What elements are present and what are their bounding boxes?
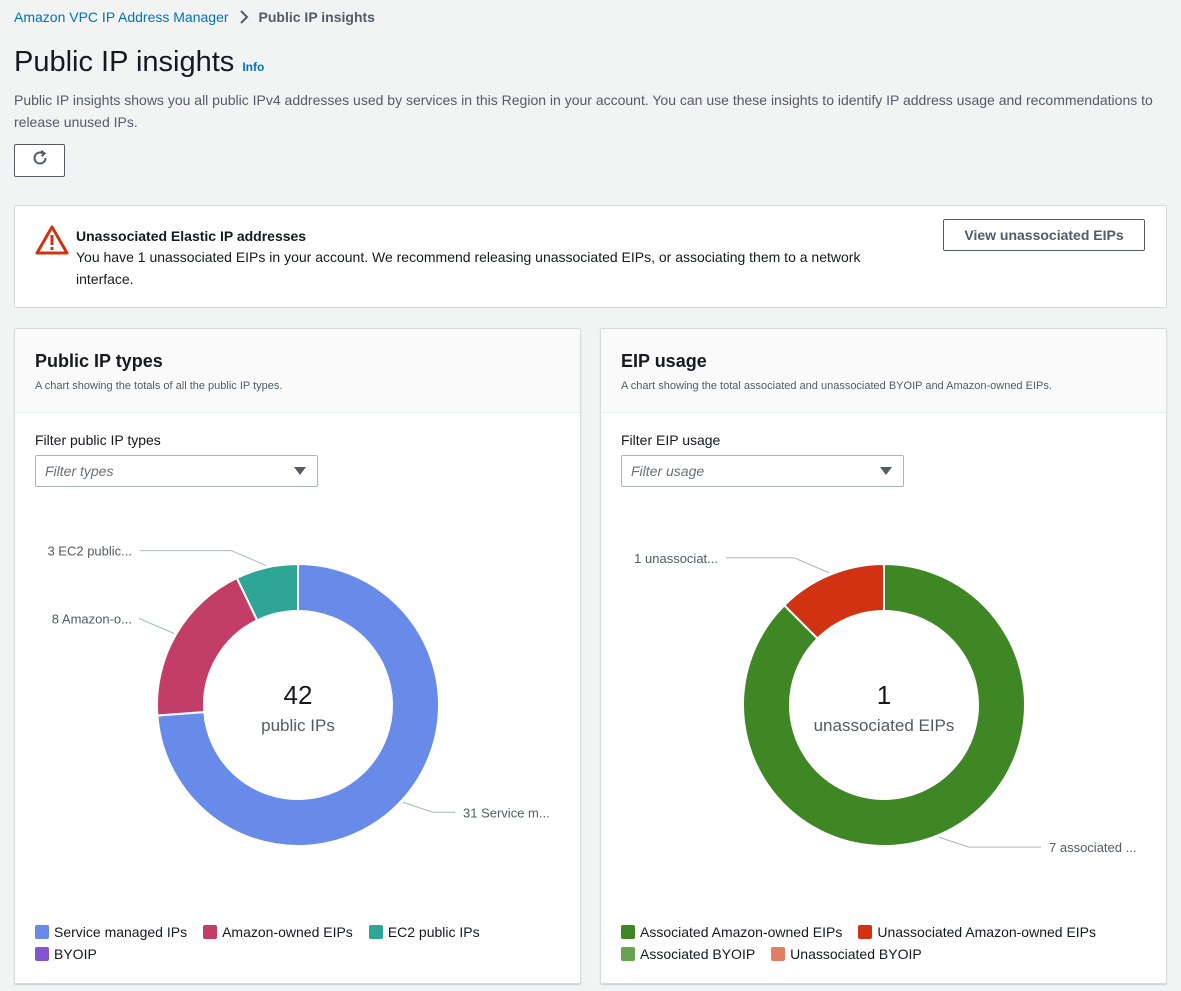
filter-types-select[interactable]: Filter types bbox=[35, 455, 318, 487]
filter-usage-select[interactable]: Filter usage bbox=[621, 455, 904, 487]
breadcrumb-current: Public IP insights bbox=[258, 9, 375, 25]
legend-swatch bbox=[771, 947, 786, 961]
view-unassociated-eips-button[interactable]: View unassociated EIPs bbox=[943, 219, 1145, 251]
refresh-icon bbox=[31, 149, 49, 172]
legend-label: Unassociated Amazon-owned EIPs bbox=[877, 924, 1097, 940]
panel-subtitle: A chart showing the total associated and… bbox=[621, 380, 1052, 392]
public-ip-types-donut-chart: 31 Service m... 8 Amazon-o... 3 EC2 public… bbox=[47, 544, 550, 847]
legend-item-byoip[interactable]: BYOIP bbox=[35, 943, 97, 965]
slice-label-associated-amazon-owned-eips: 7 associated ... bbox=[1049, 840, 1136, 855]
caret-down-icon bbox=[880, 467, 892, 475]
donut-center-label: public IPs bbox=[261, 716, 335, 735]
breadcrumb: Amazon VPC IP Address Manager Public IP … bbox=[14, 8, 375, 26]
eip-usage-donut-chart: 7 associated ... 1 unassociat... 1 unasso… bbox=[634, 551, 1136, 855]
legend-item-associated-amazon-owned-eips[interactable]: Associated Amazon-owned EIPs bbox=[621, 921, 842, 943]
page-title: Public IP insights bbox=[14, 46, 235, 78]
panel-subtitle: A chart showing the totals of all the pu… bbox=[35, 380, 283, 392]
caret-down-icon bbox=[294, 467, 306, 475]
panel-title: EIP usage bbox=[621, 351, 707, 371]
page-header: Public IP insights Info bbox=[14, 46, 264, 79]
filter-placeholder: Filter types bbox=[45, 463, 114, 479]
legend-item-unassociated-byoip[interactable]: Unassociated BYOIP bbox=[771, 943, 922, 965]
legend-label: Service managed IPs bbox=[54, 924, 188, 940]
warning-icon bbox=[35, 224, 69, 261]
slice-label-ec2-public-ips: 3 EC2 public... bbox=[47, 544, 132, 559]
slice-label-service-managed-ips: 31 Service m... bbox=[463, 805, 550, 820]
alert-title: Unassociated Elastic IP addresses bbox=[76, 228, 307, 244]
info-link[interactable]: Info bbox=[242, 60, 265, 74]
donut-slice-ec2-public-ips[interactable] bbox=[235, 562, 299, 622]
filter-label: Filter public IP types bbox=[35, 432, 161, 448]
legend-item-associated-byoip[interactable]: Associated BYOIP bbox=[621, 943, 755, 965]
legend-swatch bbox=[621, 947, 635, 961]
chart-legend: Associated Amazon-owned EIPs Unassociated… bbox=[621, 921, 1151, 965]
legend-swatch bbox=[35, 947, 49, 961]
callout-line bbox=[138, 618, 175, 634]
legend-swatch bbox=[858, 925, 873, 939]
legend-item-unassociated-amazon-owned-eips[interactable]: Unassociated Amazon-owned EIPs bbox=[858, 921, 1096, 943]
legend-label: BYOIP bbox=[54, 946, 97, 962]
legend-swatch bbox=[203, 925, 218, 939]
panel-header: Public IP types A chart showing the tota… bbox=[15, 329, 580, 413]
legend-label: Amazon-owned EIPs bbox=[222, 924, 353, 940]
eip-usage-panel: EIP usage A chart showing the total asso… bbox=[600, 328, 1167, 984]
filter-placeholder: Filter usage bbox=[631, 463, 705, 479]
slice-label-amazon-owned-eips: 8 Amazon-o... bbox=[52, 612, 132, 627]
alert-message: You have 1 unassociated EIPs in your acc… bbox=[76, 249, 861, 287]
callout-line bbox=[726, 557, 830, 574]
callout-line bbox=[140, 550, 267, 567]
legend-label: Unassociated BYOIP bbox=[790, 946, 922, 962]
legend-item-amazon-owned-eips[interactable]: Amazon-owned EIPs bbox=[203, 921, 353, 943]
refresh-button[interactable] bbox=[14, 144, 65, 177]
donut-slice-associated-amazon-owned-eips[interactable] bbox=[742, 562, 1026, 847]
donut-center-value: 1 bbox=[877, 680, 891, 710]
warning-alert: Unassociated Elastic IP addresses You ha… bbox=[14, 205, 1167, 308]
legend-label: Associated BYOIP bbox=[640, 946, 756, 962]
legend-swatch bbox=[621, 925, 635, 939]
donut-center-label: unassociated EIPs bbox=[814, 716, 955, 735]
public-ip-types-panel: Public IP types A chart showing the tota… bbox=[14, 328, 581, 984]
panel-title: Public IP types bbox=[35, 351, 163, 371]
filter-label: Filter EIP usage bbox=[621, 432, 721, 448]
donut-slice-service-managed-ips[interactable] bbox=[156, 562, 440, 847]
legend-swatch bbox=[368, 925, 383, 939]
legend-item-ec2-public-ips[interactable]: EC2 public IPs bbox=[368, 921, 480, 943]
callout-line bbox=[402, 801, 455, 813]
callout-line bbox=[938, 836, 1041, 848]
donut-slice-amazon-owned-eips[interactable] bbox=[156, 576, 259, 717]
chevron-right-icon bbox=[239, 10, 249, 24]
donut-slice-unassociated-amazon-owned-eips[interactable] bbox=[782, 562, 885, 640]
legend-label: Associated Amazon-owned EIPs bbox=[640, 924, 843, 940]
breadcrumb-link-ipam[interactable]: Amazon VPC IP Address Manager bbox=[14, 9, 229, 25]
chart-legend: Service managed IPs Amazon-owned EIPs EC2 … bbox=[35, 921, 565, 965]
legend-item-service-managed-ips[interactable]: Service managed IPs bbox=[35, 921, 187, 943]
donut-center-value: 42 bbox=[284, 680, 313, 710]
page-description: Public IP insights shows you all public … bbox=[14, 92, 1153, 130]
slice-label-unassociated-amazon-owned-eips: 1 unassociat... bbox=[634, 551, 718, 566]
panel-header: EIP usage A chart showing the total asso… bbox=[601, 329, 1166, 413]
legend-label: EC2 public IPs bbox=[387, 924, 480, 940]
legend-swatch bbox=[35, 925, 49, 939]
